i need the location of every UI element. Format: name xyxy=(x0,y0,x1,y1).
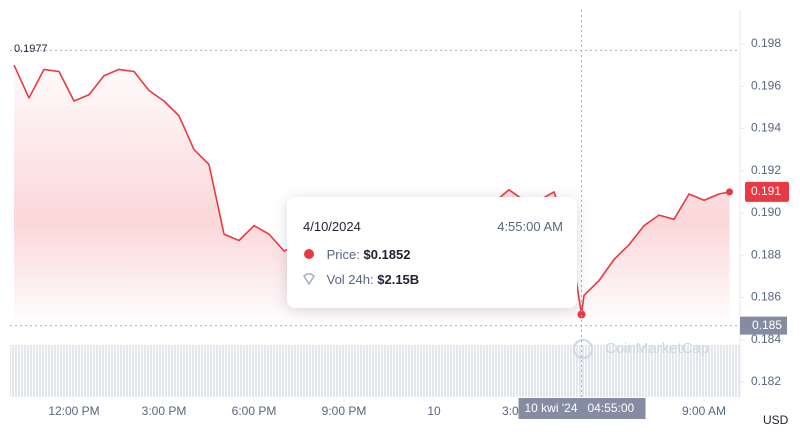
y-tick-label: 0.196 xyxy=(751,78,781,92)
x-tick-label: 6:00 PM xyxy=(232,404,277,418)
price-icon xyxy=(304,249,314,259)
tooltip-volume: Vol 24h: $2.15B xyxy=(302,272,420,287)
watermark-logo xyxy=(573,339,593,359)
y-tick-label: 0.190 xyxy=(751,205,781,219)
x-tick-label: 12:00 PM xyxy=(48,404,99,418)
volume-bars xyxy=(10,345,740,397)
tooltip-price: Price: $0.1852 xyxy=(303,247,410,262)
last-point xyxy=(726,188,733,196)
price-label: Price: xyxy=(326,247,360,262)
crosshair-x-date: 10 kwi '24 xyxy=(525,401,578,415)
x-tick-label: 10 xyxy=(427,404,441,418)
crosshair-y-label: 0.185 xyxy=(752,318,782,332)
volume-icon xyxy=(302,273,316,286)
crosshair-x-time: 04:55:00 xyxy=(588,401,635,415)
volume-value: $2.15B xyxy=(377,272,420,287)
volume-label: Vol 24h: xyxy=(326,272,374,287)
y-tick-label: 0.192 xyxy=(751,163,781,177)
watermark: CoinMarketCap xyxy=(605,340,709,357)
axis-unit: USD xyxy=(763,413,789,427)
y-tick-label: 0.186 xyxy=(751,290,781,304)
tooltip-time: 4:55:00 AM xyxy=(497,219,563,234)
crosshair-y-badge xyxy=(740,316,787,335)
hover-point xyxy=(577,310,586,319)
x-tick-label: 3:00 PM xyxy=(142,404,187,418)
high-label: 0.1977 xyxy=(14,43,48,55)
y-tick-label: 0.184 xyxy=(751,332,781,346)
x-tick-label: 9:00 PM xyxy=(322,404,367,418)
tooltip-date: 4/10/2024 xyxy=(303,219,361,234)
y-tick-label: 0.194 xyxy=(751,121,781,135)
y-tick-label: 0.198 xyxy=(751,36,781,50)
y-tick-label: 0.182 xyxy=(751,374,781,388)
crosshair-x-badge xyxy=(518,398,646,419)
y-tick-label: 0.188 xyxy=(751,247,781,261)
current-label: 0.191 xyxy=(751,184,781,198)
tooltip: 4/10/2024 4:55:00 AM Price: $0.1852 Vol … xyxy=(287,197,577,308)
price-value: $0.1852 xyxy=(363,247,411,262)
x-tick-label: 9:00 AM xyxy=(682,404,726,418)
current-badge xyxy=(745,181,789,202)
